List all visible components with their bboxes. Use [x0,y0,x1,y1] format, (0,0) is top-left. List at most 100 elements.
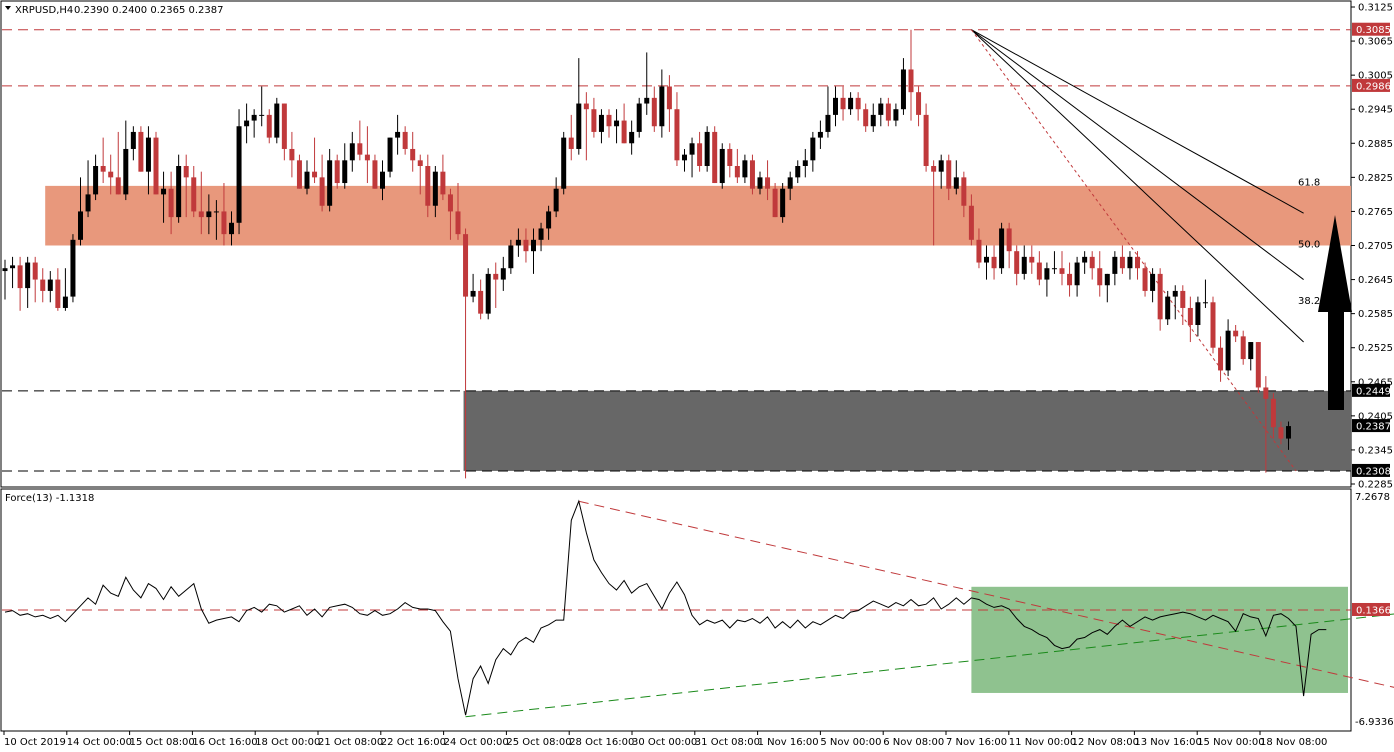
candle-body [130,131,136,149]
candle-body [1165,296,1171,320]
candle [108,154,114,195]
price-tag-top-resistance [1352,22,1390,36]
candle-body [523,239,529,252]
candle [1195,296,1201,337]
candle [432,166,438,218]
ohlc-label: 0.2390 0.2400 0.2365 0.2387 [74,5,224,16]
candle-body [1150,273,1156,291]
candle [1225,319,1231,377]
candle [145,126,151,195]
candle-body [25,262,31,289]
candle-body [659,86,665,127]
candle [742,154,748,184]
candle [115,131,121,195]
candle [538,222,544,252]
candle-body [1036,262,1042,280]
fibonacci-fan: 61.8 50.0 38.2 [970,29,1320,472]
candle-body [478,290,484,314]
candle-body [840,97,846,110]
candle [576,58,582,155]
candle-body [1263,387,1269,399]
candle [1135,251,1140,280]
candle [546,205,552,240]
candle [123,120,129,201]
candle [40,268,46,303]
fib-label-38-2: 38.2 [1298,296,1320,307]
candle-body [636,103,642,132]
candle-body [621,120,627,144]
candle-body [281,103,287,149]
symbol-label: XRPUSD,H4 [15,5,73,16]
candle [25,256,31,308]
candle-body [108,171,114,178]
candle-body [727,148,733,166]
candle-body [515,239,521,246]
candle [833,86,838,127]
force-green-zone [971,586,1348,693]
candle [848,92,854,115]
candle-body [55,279,61,308]
candle [410,131,416,172]
candle-body [93,166,99,195]
candle-body [878,103,884,115]
candle [734,148,740,184]
price-tag-text-current: 0.2387 [1356,422,1391,433]
collapse-triangle-icon[interactable] [5,6,11,10]
candle-body [32,262,38,280]
candle-body [1119,256,1125,269]
candle-body [123,148,129,195]
price-tick-label: 0.2645 [1358,275,1393,286]
candle-body [500,268,506,280]
candle-body [576,103,582,149]
time-tick-label: 18 Nov 08:00 [1260,737,1327,748]
candle [591,97,597,138]
candle [1074,256,1080,297]
candle [32,256,38,303]
candle-body [689,143,695,155]
candle-body [682,154,687,161]
price-tick-label: 0.2345 [1358,445,1393,456]
candle [878,97,884,127]
candle [387,137,393,178]
fan-line-1 [971,29,1304,280]
candle [561,131,567,195]
candle-body [999,228,1005,269]
candle-body [380,171,385,189]
time-tick-label: 15 Oct 08:00 [130,737,195,748]
time-tick-label: 12 Nov 08:00 [1072,737,1139,748]
candle-body [1044,268,1050,280]
price-tick-label: 0.2705 [1358,241,1393,252]
candle [425,154,431,218]
candle [893,103,899,127]
candle [644,52,650,115]
candle-body [470,290,476,297]
candle-body [984,256,989,263]
candle [206,194,212,235]
candle [176,154,182,223]
force-red-trendline [578,500,1394,688]
candle [1278,421,1284,445]
candle-body [591,109,597,132]
candle-body [289,148,295,161]
candle-body [47,279,53,291]
candle [364,126,370,184]
candle [281,103,287,161]
candle [682,148,687,172]
candle [946,154,952,201]
candle [130,126,136,161]
candle-body [704,131,710,166]
candle [1036,251,1042,286]
candle-body [198,211,204,218]
candle-body [651,97,657,127]
candle-body [1051,268,1057,270]
time-tick-label: 1 Nov 16:00 [758,737,819,748]
candle [183,154,189,218]
candle-body [1270,398,1276,428]
candle [598,109,604,144]
candle-body [931,166,937,172]
candle [659,69,665,138]
candle-body [719,148,725,184]
price-axis: 0.3125 0.3065 0.3005 0.2945 0.2885 0.2825 0.27… [1351,3,1393,491]
candle [342,143,348,189]
